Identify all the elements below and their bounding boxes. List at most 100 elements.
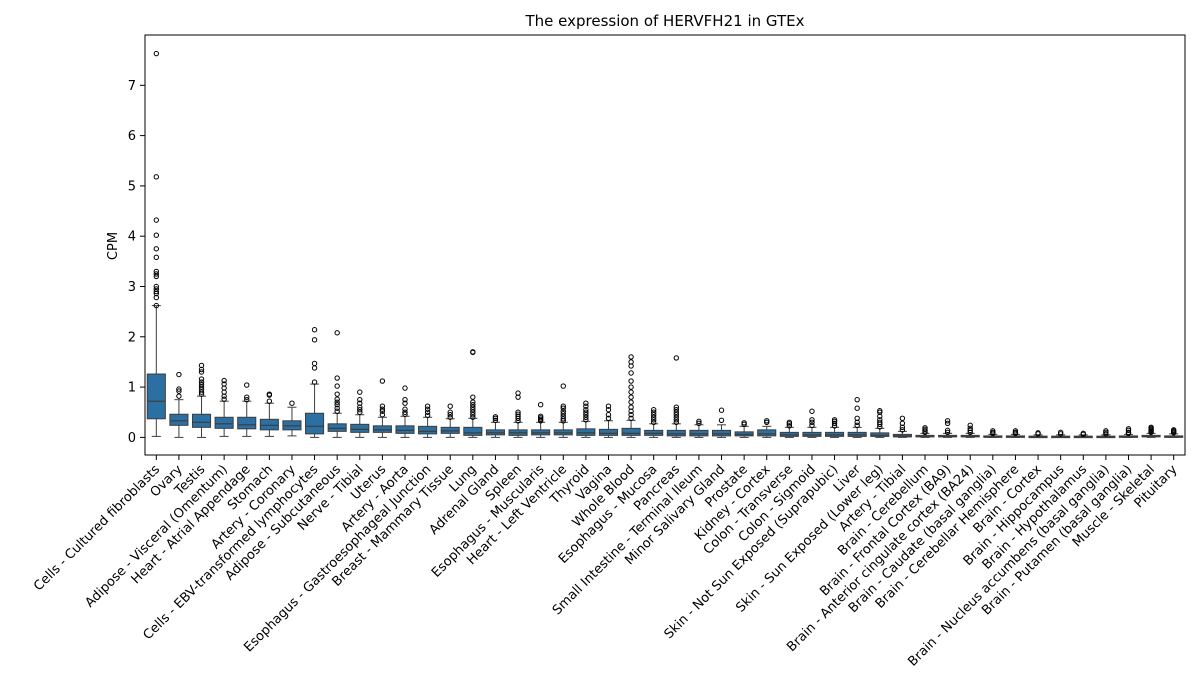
outlier-point xyxy=(402,406,408,412)
outlier-point xyxy=(424,412,431,418)
outlier-point xyxy=(764,418,770,424)
box-group xyxy=(847,396,867,438)
outlier-point xyxy=(402,409,408,415)
outlier-point xyxy=(673,417,680,423)
box-group xyxy=(1073,430,1093,439)
outlier-point xyxy=(628,370,634,376)
chart-title: The expression of HERVFH21 in GTEx xyxy=(524,12,804,30)
outlier-point xyxy=(560,408,566,414)
outlier-point xyxy=(673,414,680,420)
outlier-point xyxy=(424,406,431,412)
box-group xyxy=(485,414,505,438)
outlier-point xyxy=(379,408,386,414)
outlier-point xyxy=(334,391,340,397)
outlier-point xyxy=(198,389,205,395)
box xyxy=(621,427,641,436)
box-group xyxy=(395,385,415,438)
box xyxy=(598,428,619,436)
box-group xyxy=(1005,428,1025,438)
outlier-point xyxy=(583,414,589,420)
outlier-point xyxy=(221,396,227,402)
outlier-point xyxy=(153,288,160,295)
outlier-point xyxy=(198,379,205,385)
outlier-point xyxy=(266,391,273,397)
outlier-point xyxy=(809,417,815,423)
outlier-point xyxy=(650,419,657,426)
outlier-point xyxy=(628,359,634,365)
box-group xyxy=(870,408,890,438)
box-group xyxy=(214,377,234,437)
outlier-point xyxy=(854,415,860,421)
box-group xyxy=(508,390,528,438)
box-group xyxy=(1141,424,1161,438)
outlier-point xyxy=(718,407,725,413)
outlier-point xyxy=(673,412,680,418)
outlier-point xyxy=(311,327,318,333)
outlier-point xyxy=(628,378,634,384)
outlier-point xyxy=(877,417,883,423)
outlier-point xyxy=(470,404,476,410)
box-group xyxy=(327,330,347,438)
outlier-point xyxy=(334,408,340,414)
box-group xyxy=(237,382,257,437)
outlier-point xyxy=(877,408,883,414)
box xyxy=(169,413,189,426)
box-group xyxy=(689,418,709,438)
box xyxy=(666,429,686,437)
box xyxy=(259,418,279,431)
outlier-point xyxy=(628,384,634,390)
outlier-point xyxy=(583,409,589,415)
outlier-point xyxy=(718,417,725,423)
box-group xyxy=(1164,427,1184,438)
box xyxy=(305,412,325,435)
outlier-point xyxy=(447,409,453,415)
outlier-point xyxy=(899,420,906,427)
outlier-point xyxy=(560,413,566,419)
outlier-point xyxy=(673,404,680,410)
outlier-point xyxy=(673,419,680,426)
outlier-point xyxy=(198,381,205,388)
box-group xyxy=(372,378,392,438)
outlier-point xyxy=(560,403,566,409)
outlier-point xyxy=(1080,430,1086,437)
box-group xyxy=(960,422,980,438)
box-group xyxy=(282,400,302,437)
outlier-point xyxy=(266,398,273,404)
outlier-point xyxy=(515,390,521,396)
outlier-point xyxy=(944,418,951,424)
box-group xyxy=(418,403,438,438)
box-group xyxy=(576,400,596,438)
outlier-point xyxy=(153,232,160,238)
outlier-point xyxy=(515,409,521,415)
outlier-point xyxy=(379,412,386,418)
outlier-point xyxy=(402,385,408,391)
outlier-point xyxy=(357,407,363,413)
outlier-point xyxy=(899,427,906,433)
outlier-point xyxy=(470,409,476,415)
outlier-point xyxy=(854,405,860,411)
outlier-point xyxy=(854,422,860,429)
outlier-point xyxy=(221,377,227,384)
outlier-point xyxy=(537,402,544,408)
outlier-point xyxy=(967,422,973,429)
box xyxy=(146,373,166,420)
outlier-point xyxy=(311,337,318,343)
outlier-point xyxy=(944,427,951,434)
box-group xyxy=(802,408,822,438)
outlier-point xyxy=(831,420,838,427)
outlier-point xyxy=(153,174,160,180)
outlier-point xyxy=(673,409,680,415)
outlier-point xyxy=(357,396,363,403)
outlier-point xyxy=(673,407,680,413)
outlier-point xyxy=(650,407,657,413)
outlier-point xyxy=(696,420,702,427)
outlier-point xyxy=(537,413,544,419)
box-group xyxy=(305,327,325,438)
outlier-point xyxy=(470,349,476,355)
outlier-point xyxy=(944,420,951,427)
box-group xyxy=(191,362,212,438)
box xyxy=(689,429,709,437)
outlier-point xyxy=(334,405,340,411)
